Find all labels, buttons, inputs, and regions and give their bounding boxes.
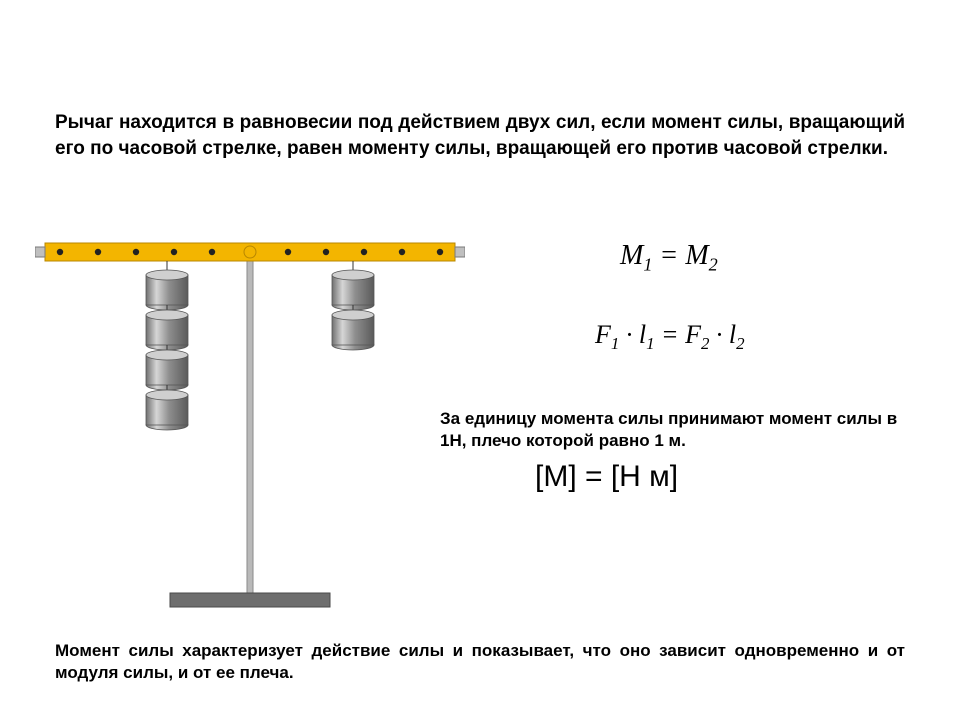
- unit-formula: [М] = [Н м]: [535, 460, 678, 494]
- unit-definition-text: За единицу момента силы принимают момент…: [440, 408, 910, 452]
- intro-paragraph: Рычаг находится в равновесии под действи…: [55, 110, 905, 161]
- footer-paragraph: Момент силы характеризует действие силы …: [55, 640, 905, 684]
- equation-force-arm: F1 · l1 = F2 · l2: [595, 320, 745, 354]
- equation-moments-equal: M1 = M2: [620, 240, 718, 276]
- lever-diagram: [35, 225, 465, 625]
